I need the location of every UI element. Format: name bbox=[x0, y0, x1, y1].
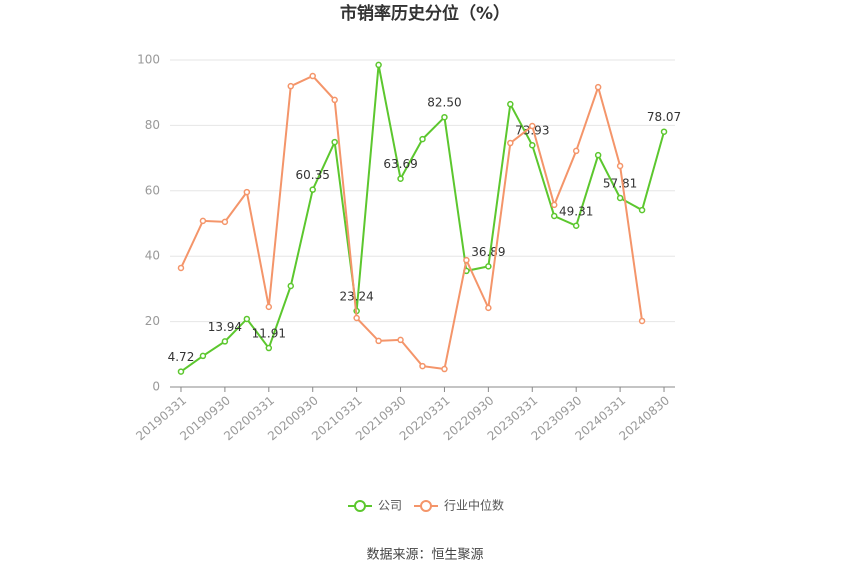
data-point bbox=[265, 303, 273, 311]
data-point bbox=[331, 96, 338, 104]
y-tick-label: 0 bbox=[152, 380, 160, 394]
data-point bbox=[550, 201, 558, 209]
data-point bbox=[309, 186, 316, 193]
data-point bbox=[199, 352, 207, 360]
data-point bbox=[419, 362, 426, 370]
data-point bbox=[616, 162, 624, 170]
data-point bbox=[375, 337, 382, 345]
data-point bbox=[550, 212, 558, 220]
data-label: 73.93 bbox=[515, 124, 549, 138]
series-line bbox=[180, 74, 644, 371]
data-point bbox=[375, 61, 382, 69]
data-label: 63.69 bbox=[383, 157, 417, 171]
data-point bbox=[243, 315, 251, 323]
data-point bbox=[529, 122, 536, 130]
y-tick-label: 40 bbox=[145, 249, 160, 263]
data-point bbox=[463, 256, 470, 264]
legend-marker bbox=[354, 500, 366, 512]
data-label: 23.24 bbox=[339, 290, 373, 304]
legend-label: 行业中位数 bbox=[444, 498, 504, 513]
data-point bbox=[397, 175, 404, 182]
legend-label: 公司 bbox=[378, 499, 402, 513]
data-label: 78.07 bbox=[647, 110, 681, 124]
data-label: 36.89 bbox=[471, 245, 505, 259]
data-point bbox=[485, 263, 492, 270]
legend-marker bbox=[420, 500, 432, 512]
data-point bbox=[507, 100, 514, 108]
source: 数据来源：恒生聚源 bbox=[366, 548, 483, 563]
data-point bbox=[441, 113, 448, 121]
data-point bbox=[221, 338, 229, 345]
data-point bbox=[485, 304, 492, 312]
data-label: 13.94 bbox=[208, 320, 242, 334]
data-point bbox=[638, 206, 646, 214]
data-point bbox=[331, 138, 338, 146]
data-point bbox=[309, 72, 316, 80]
data-point bbox=[660, 128, 668, 135]
data-point bbox=[199, 217, 207, 225]
chart-title: 市销率历史分位（%） bbox=[340, 3, 510, 24]
data-point bbox=[594, 151, 602, 159]
data-point bbox=[243, 188, 251, 196]
data-point bbox=[594, 83, 602, 91]
data-point bbox=[287, 282, 295, 290]
data-point bbox=[529, 141, 536, 149]
data-point bbox=[616, 194, 624, 202]
data-point bbox=[177, 264, 185, 272]
data-point bbox=[265, 344, 273, 352]
data-point bbox=[441, 365, 448, 373]
data-point bbox=[177, 368, 185, 375]
data-label: 11.91 bbox=[252, 327, 286, 341]
data-point bbox=[572, 147, 580, 155]
data-point bbox=[419, 135, 426, 143]
data-point bbox=[221, 218, 229, 226]
data-label: 82.50 bbox=[427, 96, 461, 110]
y-tick-label: 100 bbox=[137, 53, 160, 67]
data-label: 57.81 bbox=[603, 176, 637, 190]
data-point bbox=[507, 139, 514, 147]
data-label: 60.35 bbox=[296, 168, 330, 182]
data-label: 49.31 bbox=[559, 204, 593, 218]
data-point bbox=[397, 336, 404, 344]
y-tick-label: 20 bbox=[145, 314, 160, 328]
data-point bbox=[638, 317, 646, 325]
y-tick-label: 60 bbox=[145, 183, 160, 197]
data-point bbox=[572, 222, 580, 230]
data-label: 4.72 bbox=[168, 350, 195, 364]
y-tick-label: 80 bbox=[145, 118, 160, 132]
data-point bbox=[353, 314, 360, 322]
data-point bbox=[287, 82, 295, 90]
